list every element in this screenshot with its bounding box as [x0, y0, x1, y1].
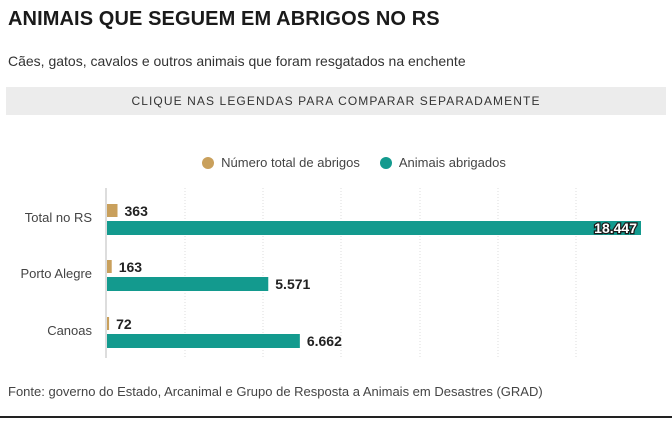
gridlines	[105, 188, 577, 358]
bar-animais	[107, 334, 300, 348]
bars	[107, 204, 641, 348]
bar-animais	[107, 277, 269, 291]
legend-swatch-abrigos	[202, 156, 215, 169]
legend-label-animais: Animais abrigados	[398, 155, 506, 170]
chart-subtitle: Cães, gatos, cavalos e outros animais qu…	[8, 53, 466, 69]
category-label: Porto Alegre	[20, 266, 92, 281]
source-note: Fonte: governo do Estado, Arcanimal e Gr…	[8, 384, 543, 399]
category-label: Total no RS	[25, 210, 93, 225]
bar-abrigos	[107, 260, 112, 273]
legend-swatch-animais	[379, 156, 392, 169]
bottom-divider	[0, 416, 672, 418]
data-label-animais: 5.571	[275, 276, 310, 292]
bar-abrigos	[107, 204, 118, 217]
legend-item-abrigos[interactable]: Número total de abrigos	[202, 155, 360, 170]
data-labels: 363 18.447 163 5.571 72 6.662	[116, 203, 638, 349]
bar-animais	[107, 221, 641, 235]
chart-title: ANIMAIS QUE SEGUEM EM ABRIGOS NO RS	[8, 8, 440, 30]
compare-instruction-banner: CLIQUE NAS LEGENDAS PARA COMPARAR SEPARA…	[6, 87, 666, 115]
data-label-abrigos: 363	[125, 203, 149, 219]
data-label-animais: 18.447	[594, 220, 637, 236]
legend: Número total de abrigos Animais abrigado…	[0, 155, 672, 170]
legend-label-abrigos: Número total de abrigos	[221, 155, 360, 170]
category-label: Canoas	[47, 323, 92, 338]
category-labels: Total no RS Porto Alegre Canoas	[20, 210, 92, 338]
data-label-animais: 6.662	[307, 333, 342, 349]
bar-abrigos	[107, 317, 110, 330]
data-label-abrigos: 163	[119, 259, 143, 275]
legend-item-animais[interactable]: Animais abrigados	[379, 155, 506, 170]
data-label-abrigos: 72	[116, 316, 132, 332]
